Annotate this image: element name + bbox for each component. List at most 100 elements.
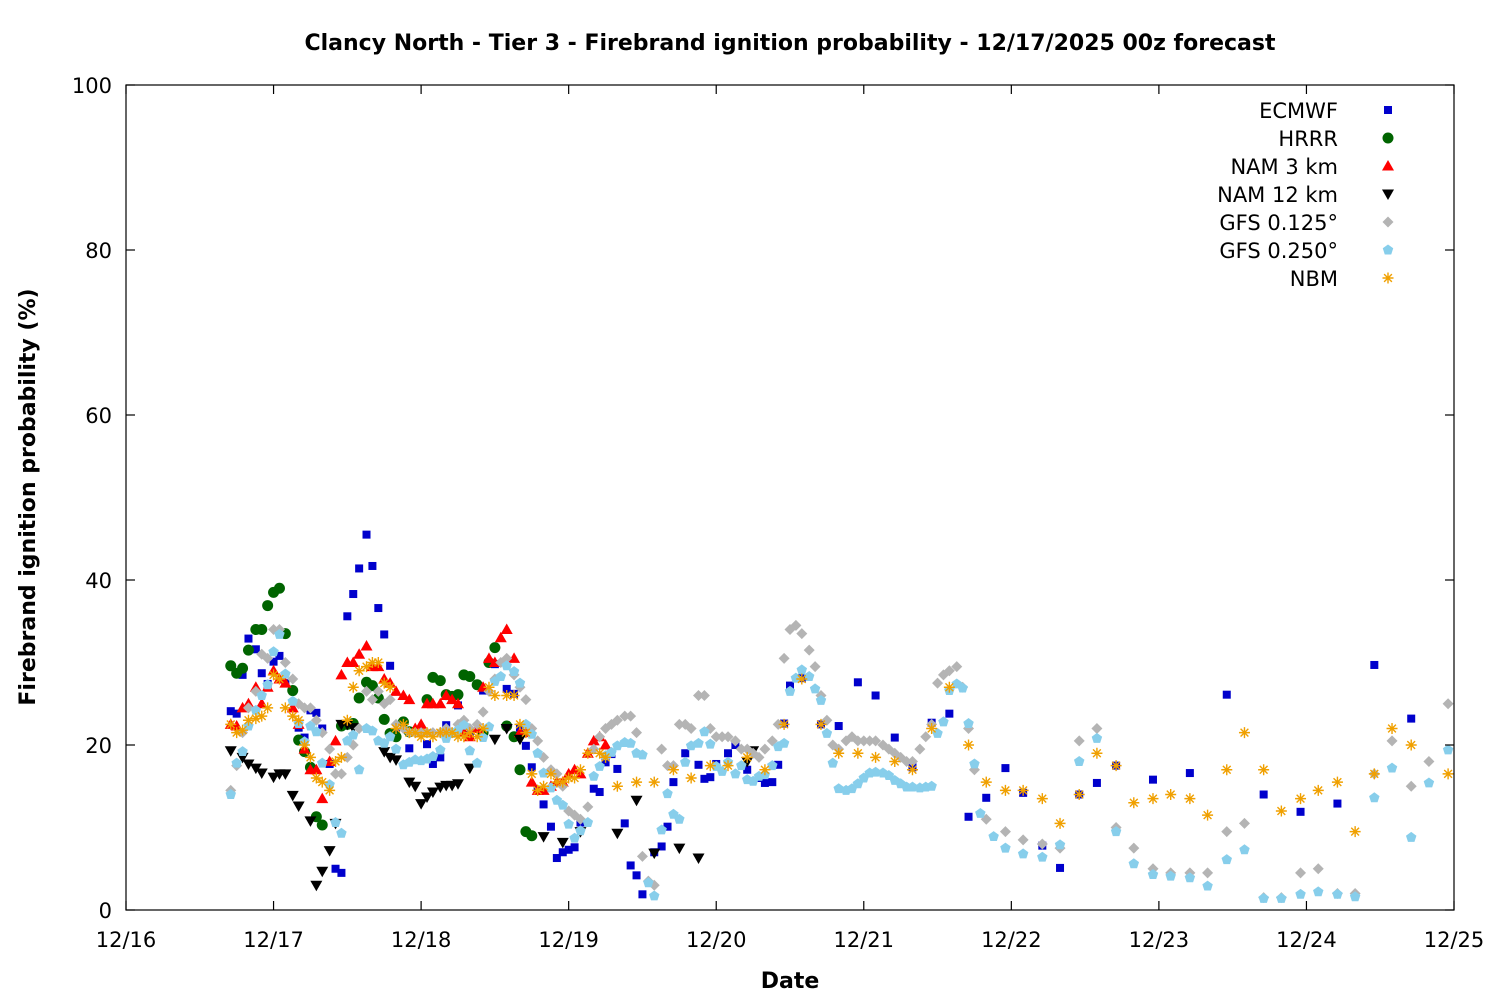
data-point: [521, 741, 530, 750]
data-point: [1221, 764, 1233, 776]
data-point: [501, 652, 513, 664]
data-point: [305, 720, 316, 731]
data-point: [428, 759, 437, 768]
data-point: [778, 737, 790, 748]
data-point: [273, 582, 285, 594]
y-tick-label: 20: [85, 734, 112, 758]
data-point: [367, 725, 378, 736]
data-point: [964, 812, 973, 821]
data-point: [556, 837, 569, 849]
data-point: [434, 675, 446, 687]
data-point: [452, 689, 464, 701]
data-point: [870, 766, 881, 777]
data-point: [292, 801, 305, 813]
data-point: [612, 740, 623, 751]
data-point: [557, 776, 569, 788]
data-point: [821, 727, 833, 738]
data-point: [587, 734, 600, 746]
data-point: [368, 561, 377, 570]
data-point: [502, 684, 511, 693]
data-point: [1238, 817, 1250, 829]
data-point: [347, 681, 359, 693]
data-point: [324, 784, 336, 796]
x-tick-label: 12/16: [96, 928, 157, 952]
data-point: [316, 792, 329, 804]
data-point: [1036, 793, 1048, 805]
data-point: [705, 738, 716, 749]
data-point: [242, 759, 255, 770]
data-point: [335, 751, 347, 763]
data-point: [360, 640, 373, 651]
data-point: [311, 726, 322, 737]
data-point: [267, 772, 280, 784]
data-point: [500, 724, 513, 735]
data-point: [1442, 744, 1454, 755]
x-tick-label: 12/24: [1276, 928, 1337, 952]
data-point: [464, 745, 476, 756]
data-point: [1054, 839, 1066, 850]
x-tick-label: 12/18: [391, 928, 452, 952]
data-point: [926, 723, 938, 734]
data-point: [1091, 747, 1103, 759]
data-point: [656, 824, 667, 835]
data-point: [569, 832, 580, 843]
data-point: [286, 790, 299, 802]
data-point: [287, 685, 299, 697]
data-point: [372, 657, 384, 668]
data-point: [397, 689, 410, 700]
data-point: [324, 743, 336, 755]
data-point: [494, 631, 507, 643]
legend-marker: [1382, 189, 1394, 200]
data-point: [452, 731, 464, 743]
legend: ECMWF HRRR NAM 3 km NAM 12 km GFS 0.125° GFS …: [1217, 99, 1394, 291]
data-point: [513, 734, 526, 746]
data-point: [1184, 793, 1196, 805]
data-point: [1202, 880, 1213, 891]
data-point: [366, 657, 378, 668]
data-point: [384, 681, 396, 693]
data-point: [501, 690, 513, 701]
data-point: [378, 677, 390, 689]
data-point: [532, 784, 544, 796]
data-point: [446, 693, 459, 705]
data-point: [809, 661, 821, 673]
data-point: [753, 751, 765, 763]
data-point: [649, 890, 660, 901]
data-point: [353, 665, 365, 677]
data-point: [268, 646, 279, 657]
legend-marker: [1382, 244, 1394, 255]
data-point: [483, 681, 495, 693]
data-point: [316, 819, 328, 831]
data-point: [1184, 872, 1196, 883]
data-point: [760, 778, 769, 787]
data-point: [415, 799, 428, 810]
data-point: [1128, 858, 1140, 869]
data-point: [224, 746, 237, 757]
data-point: [256, 710, 268, 722]
data-point: [768, 778, 777, 787]
data-point: [390, 723, 402, 734]
data-point: [471, 718, 483, 730]
data-point: [815, 694, 827, 705]
data-point: [361, 661, 373, 673]
data-point: [637, 749, 648, 760]
data-point: [1017, 834, 1029, 846]
data-point: [1423, 756, 1435, 767]
data-point: [870, 751, 882, 763]
data-point: [759, 764, 771, 776]
data-point: [489, 642, 501, 654]
data-point: [310, 880, 323, 892]
data-point: [279, 702, 291, 714]
data-point: [1369, 792, 1380, 803]
data-point: [563, 818, 574, 829]
data-point: [1110, 826, 1122, 837]
data-point: [1312, 863, 1324, 875]
data-point: [699, 726, 710, 737]
data-point: [589, 784, 598, 793]
data-point: [1147, 793, 1159, 805]
data-point: [1259, 790, 1268, 799]
data-point: [680, 756, 691, 767]
data-point: [287, 710, 299, 722]
data-point: [520, 727, 532, 739]
